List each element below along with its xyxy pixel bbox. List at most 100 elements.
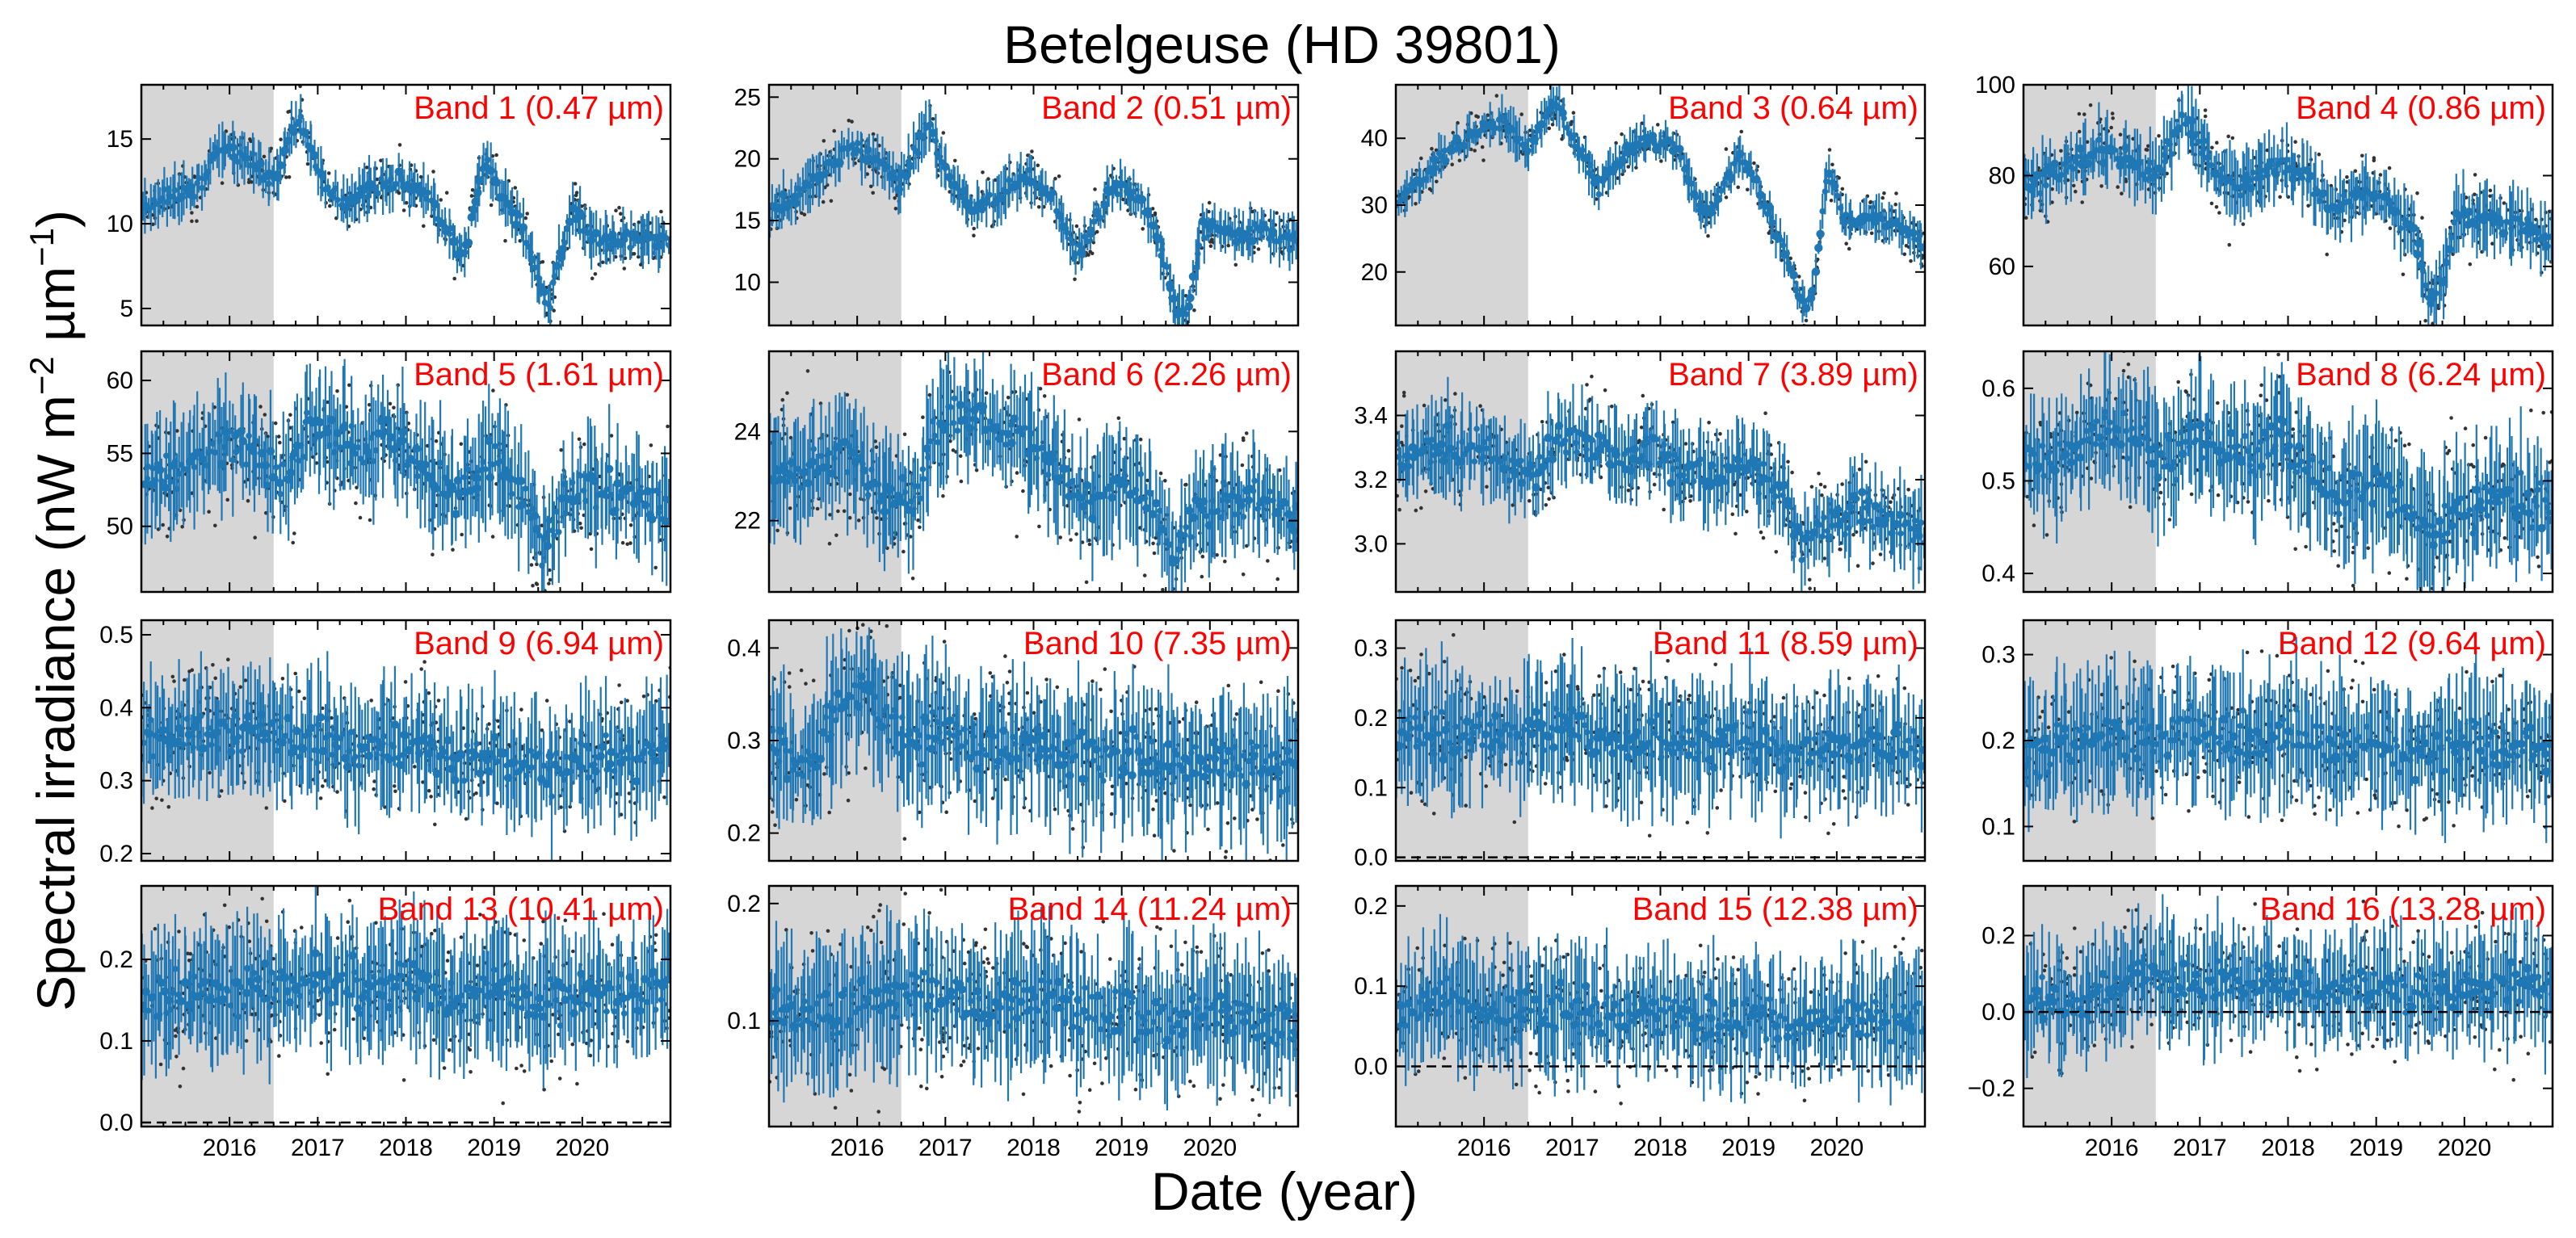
data-point (145, 463, 151, 470)
data-point (319, 174, 326, 181)
data-point (393, 181, 400, 187)
raw-point (815, 506, 820, 511)
raw-point (1827, 148, 1832, 152)
y-tick-label: 55 (107, 440, 133, 467)
y-tick-label: 60 (107, 367, 133, 394)
raw-point (2278, 195, 2282, 199)
raw-point (2360, 153, 2364, 158)
data-point (1789, 271, 1798, 279)
data-point (508, 490, 515, 497)
data-point (1196, 242, 1203, 249)
data-point (476, 475, 482, 481)
raw-point (1275, 577, 1280, 581)
raw-point (974, 468, 979, 472)
y-tick-label: 60 (1989, 254, 2015, 280)
raw-point (1844, 241, 1848, 246)
raw-point (540, 260, 545, 264)
raw-point (902, 432, 907, 437)
data-point (1114, 191, 1121, 198)
data-point (603, 237, 610, 243)
raw-point (1480, 145, 1485, 149)
data-point (536, 532, 543, 539)
data-point (148, 204, 154, 211)
data-point (2465, 208, 2473, 216)
data-point (2279, 157, 2286, 163)
data-point (2448, 234, 2455, 241)
raw-point (2227, 242, 2232, 247)
raw-point (574, 191, 579, 195)
data-point (256, 462, 263, 469)
raw-point (2473, 173, 2477, 177)
raw-point (2209, 201, 2214, 206)
data-point (401, 437, 408, 444)
raw-point (444, 191, 449, 195)
data-point (2519, 220, 2525, 228)
y-tick-label: 10 (107, 211, 133, 237)
data-point (1417, 181, 1424, 188)
raw-point (1435, 179, 1439, 184)
raw-point (266, 434, 270, 439)
data-point (1163, 263, 1170, 271)
data-point (238, 437, 247, 446)
raw-point (822, 139, 826, 143)
data-point (2321, 191, 2328, 197)
raw-point (253, 535, 258, 539)
raw-point (2146, 144, 2150, 149)
raw-point (1161, 588, 1165, 592)
data-point (556, 529, 562, 535)
raw-point (1882, 191, 1886, 195)
raw-point (874, 445, 879, 449)
data-point (1502, 119, 1509, 125)
data-point (2187, 116, 2196, 125)
data-point (1263, 225, 1270, 232)
raw-point (368, 518, 372, 522)
raw-point (788, 506, 792, 510)
raw-point (1242, 438, 1246, 443)
raw-point (901, 549, 906, 554)
data-point (638, 489, 645, 496)
raw-point (847, 119, 851, 123)
raw-point (948, 439, 952, 443)
data-point (1692, 194, 1700, 201)
data-point (2153, 173, 2159, 179)
raw-point (666, 424, 670, 429)
y-axis-label-exp1: −2 (23, 356, 61, 395)
data-point (2139, 171, 2146, 178)
data-point (2147, 159, 2154, 166)
raw-point (1042, 394, 1047, 398)
data-point (590, 476, 599, 485)
raw-point (1473, 149, 1477, 153)
data-point (941, 162, 950, 171)
raw-point (628, 541, 632, 545)
raw-point (401, 208, 406, 212)
raw-point (2077, 111, 2082, 116)
data-point (246, 443, 254, 451)
raw-point (397, 143, 402, 147)
raw-point (2293, 140, 2297, 144)
raw-point (845, 392, 850, 397)
plot-area (769, 99, 1298, 325)
data-point (1811, 267, 1821, 276)
raw-point (431, 552, 435, 556)
data-point (2234, 184, 2241, 191)
raw-point (503, 238, 507, 243)
data-point (308, 144, 315, 151)
raw-point (1739, 129, 1744, 134)
raw-point (613, 254, 618, 259)
data-point (1474, 132, 1481, 139)
raw-point (908, 535, 913, 539)
raw-point (491, 388, 495, 392)
raw-point (1087, 542, 1092, 547)
raw-point (335, 389, 339, 393)
raw-point (953, 158, 957, 163)
raw-point (1830, 162, 1834, 167)
raw-point (1057, 174, 1061, 178)
data-point (1402, 187, 1411, 195)
data-point (2192, 131, 2200, 137)
data-point (558, 245, 568, 254)
raw-point (785, 391, 789, 396)
y-tick-label: 15 (734, 208, 761, 234)
raw-point (2145, 148, 2149, 152)
data-point (191, 193, 198, 200)
